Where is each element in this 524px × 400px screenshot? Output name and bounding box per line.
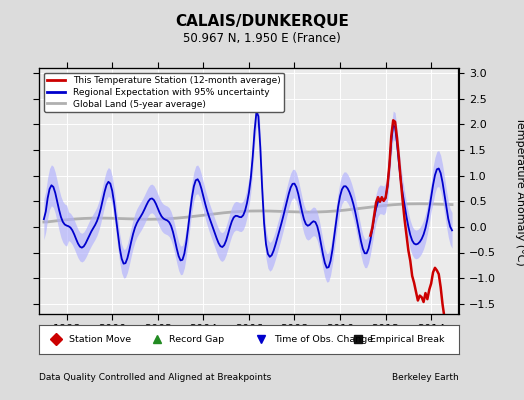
Legend: This Temperature Station (12-month average), Regional Expectation with 95% uncer: This Temperature Station (12-month avera… <box>44 72 284 112</box>
Text: Time of Obs. Change: Time of Obs. Change <box>274 334 373 344</box>
Text: CALAIS/DUNKERQUE: CALAIS/DUNKERQUE <box>175 14 349 29</box>
Text: Berkeley Earth: Berkeley Earth <box>392 373 458 382</box>
Text: 50.967 N, 1.950 E (France): 50.967 N, 1.950 E (France) <box>183 32 341 45</box>
Text: Record Gap: Record Gap <box>169 334 224 344</box>
Y-axis label: Temperature Anomaly (°C): Temperature Anomaly (°C) <box>516 117 524 265</box>
Text: Empirical Break: Empirical Break <box>370 334 445 344</box>
Text: Station Move: Station Move <box>69 334 131 344</box>
Text: Data Quality Controlled and Aligned at Breakpoints: Data Quality Controlled and Aligned at B… <box>39 373 271 382</box>
